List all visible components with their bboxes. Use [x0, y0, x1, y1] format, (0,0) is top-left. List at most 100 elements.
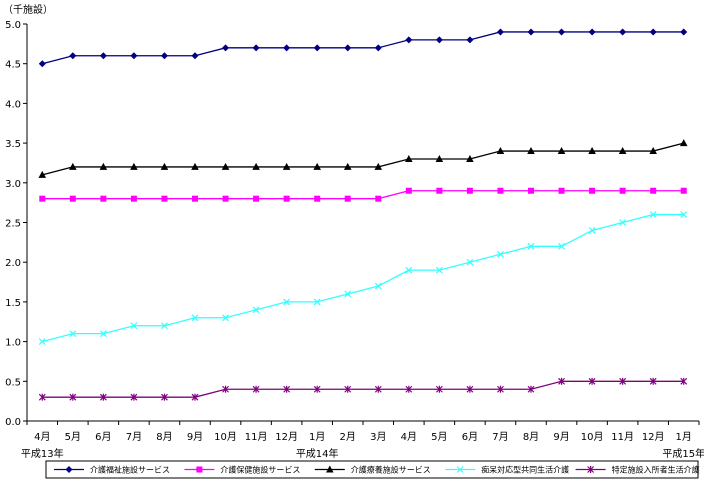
data-point — [38, 393, 46, 401]
data-point — [405, 154, 413, 162]
data-point — [374, 282, 382, 290]
x-tick-label: 8月 — [156, 431, 172, 443]
data-point — [374, 44, 382, 52]
legend-label: 痴呆対応型共同生活介護 — [481, 465, 569, 475]
data-point — [496, 28, 504, 36]
data-point — [649, 211, 657, 218]
data-point — [99, 393, 107, 401]
data-point — [252, 306, 260, 314]
data-point — [405, 385, 413, 393]
series-line — [42, 142, 684, 176]
data-point — [39, 195, 46, 202]
data-point — [558, 377, 565, 385]
data-point — [161, 393, 168, 401]
x-tick-label: 8月 — [523, 431, 539, 443]
data-point — [313, 385, 321, 393]
data-point — [588, 28, 596, 36]
data-point — [405, 36, 413, 44]
data-point — [466, 36, 474, 44]
data-point — [619, 28, 627, 36]
y-unit-label: （千施設） — [3, 3, 53, 16]
data-point — [618, 147, 627, 155]
x-tick-label: 5月 — [431, 431, 447, 443]
data-point — [466, 258, 474, 266]
data-point — [558, 28, 566, 36]
data-point — [100, 195, 107, 202]
data-point — [649, 28, 657, 36]
data-point — [344, 385, 352, 393]
data-point — [405, 266, 413, 274]
data-point — [435, 385, 443, 393]
series-group — [38, 28, 688, 68]
data-point — [587, 466, 595, 473]
series-line — [42, 380, 684, 398]
data-point — [435, 36, 443, 44]
y-tick-label: 0.5 — [5, 377, 21, 388]
data-point — [191, 162, 199, 170]
data-point — [196, 466, 203, 473]
x-tick-label: 12月 — [275, 431, 298, 443]
series-lines — [38, 28, 688, 401]
data-point — [680, 187, 687, 194]
y-tick-label: 1.5 — [5, 298, 21, 309]
y-tick-label: 4.0 — [5, 99, 21, 110]
data-point — [435, 266, 443, 274]
data-point — [252, 385, 260, 393]
data-point — [466, 154, 474, 162]
data-point — [130, 195, 137, 202]
series-group — [38, 377, 688, 401]
data-point — [65, 466, 73, 473]
data-point — [344, 44, 352, 52]
data-point — [527, 147, 535, 155]
y-tick-label: 3.0 — [5, 179, 21, 190]
legend-item: 介護保健施設サービス — [184, 465, 300, 475]
data-point — [69, 52, 77, 60]
data-point — [344, 290, 352, 298]
year-label: 平成13年 — [21, 447, 64, 460]
data-point — [282, 162, 291, 170]
data-point — [130, 322, 138, 330]
legend-item: 介護福祉施設サービス — [54, 465, 170, 475]
data-point — [680, 211, 688, 218]
data-point — [130, 162, 138, 170]
x-tick-label: 10月 — [581, 431, 604, 443]
data-point — [253, 195, 260, 202]
y-tick-label: 2.5 — [5, 219, 21, 230]
x-tick-label: 7月 — [126, 431, 142, 443]
data-point — [38, 60, 46, 68]
data-point — [497, 250, 504, 258]
data-point — [252, 162, 260, 170]
x-tick-label: 11月 — [611, 431, 634, 443]
x-tick-label: 7月 — [492, 431, 508, 443]
data-point — [649, 377, 657, 385]
data-point — [283, 385, 291, 393]
legend-item: 痴呆対応型共同生活介護 — [445, 465, 569, 475]
data-point — [557, 147, 566, 155]
x-tick-label: 5月 — [65, 431, 81, 443]
x-tick-label: 9月 — [553, 431, 569, 443]
data-point — [343, 162, 352, 170]
data-point — [466, 385, 474, 393]
x-tick-label: 6月 — [462, 431, 478, 443]
data-point — [252, 44, 260, 52]
data-point — [589, 187, 596, 194]
data-point — [130, 52, 138, 60]
legend-item: 特定施設入所者生活介護 — [575, 465, 700, 475]
data-point — [314, 195, 321, 202]
data-point — [374, 162, 383, 170]
data-point — [283, 44, 291, 52]
legend-label: 介護保健施設サービス — [220, 465, 300, 475]
data-point — [222, 44, 230, 52]
data-point — [160, 162, 169, 170]
legend-label: 特定施設入所者生活介護 — [612, 465, 700, 475]
data-point — [649, 147, 657, 155]
data-point — [69, 393, 77, 401]
data-point — [38, 170, 47, 178]
y-tick-label: 1.0 — [5, 338, 21, 349]
series-group — [38, 139, 688, 178]
data-point — [680, 377, 688, 385]
data-point — [466, 187, 473, 194]
data-point — [222, 314, 229, 322]
x-tick-label: 4月 — [401, 431, 417, 443]
data-point — [283, 195, 290, 202]
